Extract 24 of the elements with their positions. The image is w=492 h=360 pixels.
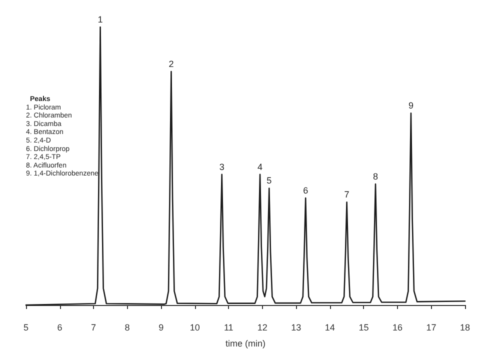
x-tick-label: 9 <box>158 322 164 332</box>
x-tick-label: 17 <box>426 322 436 332</box>
annotation: 3 <box>219 162 224 172</box>
annotation: 9 <box>408 100 414 111</box>
annotation: 6 <box>303 185 308 196</box>
annotation: 4 <box>258 162 263 172</box>
x-tick-label: 16 <box>392 322 402 332</box>
x-tick-label: 5 <box>23 322 29 332</box>
x-tick-label: 6 <box>57 322 62 332</box>
annotation: 5 <box>266 176 272 186</box>
annotation: 7 <box>344 190 350 200</box>
x-axis-title: time (min) <box>226 338 266 348</box>
x-tick-label: 8 <box>124 322 130 332</box>
annotation: 8 <box>373 172 378 182</box>
x-tick-label: 10 <box>190 322 200 332</box>
x-tick-label: 18 <box>460 322 470 332</box>
annotation: 1 <box>98 14 103 24</box>
x-tick-label: 15 <box>358 322 369 332</box>
x-tick-label: 7 <box>91 322 96 332</box>
x-tick-label: 11 <box>224 322 234 332</box>
annotation: 2 <box>168 58 174 69</box>
x-tick-label: 13 <box>291 322 302 332</box>
x-tick-label: 14 <box>324 322 335 332</box>
x-tick-label: 12 <box>257 322 268 332</box>
